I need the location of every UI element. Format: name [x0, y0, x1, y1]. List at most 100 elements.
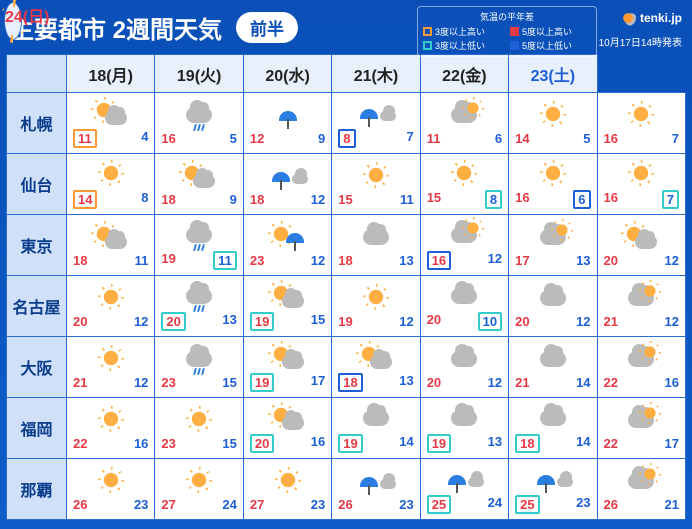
low-temp: 12 [399, 314, 413, 329]
forecast-cell: 21 12 [597, 276, 685, 337]
forecast-cell: 2010 [420, 276, 508, 337]
weather-icon [244, 402, 331, 434]
weather-icon [244, 465, 331, 497]
forecast-cell: 87 [332, 93, 420, 154]
legend: 気温の平年差 3度以上高い 5度以上高い 3度以上低い 5度以上低い [417, 6, 597, 57]
forecast-cell: 2012 [597, 215, 685, 276]
weather-icon [155, 343, 242, 375]
weather-icon [155, 219, 242, 251]
low-temp: 17 [665, 436, 679, 451]
low-temp: 13 [399, 253, 413, 268]
high-temp: 26 [73, 497, 87, 512]
weather-icon [421, 280, 508, 312]
forecast-cell: 2013 [155, 276, 243, 337]
forecast-cell: 2723 [243, 459, 331, 520]
high-temp: 14 [73, 190, 97, 209]
weather-icon [421, 402, 508, 434]
forecast-cell: 1612 [420, 215, 508, 276]
issued-time: 10月17日14時発表 [599, 34, 682, 49]
high-temp: 25 [427, 495, 451, 514]
high-temp: 18 [73, 253, 87, 268]
weather-icon [509, 343, 596, 375]
forecast-cell: 1812 [243, 154, 331, 215]
high-temp: 26 [338, 497, 352, 512]
weather-icon [332, 341, 419, 373]
forecast-cell: 14 8 [67, 154, 155, 215]
low-temp: 14 [399, 434, 413, 453]
legend-label: 5度以上高い [522, 25, 572, 38]
weather-icon [332, 465, 419, 497]
day-header: 23(土) [509, 55, 597, 93]
low-temp: 21 [665, 497, 679, 512]
weather-icon [244, 280, 331, 312]
high-temp: 18 [338, 253, 352, 268]
brand-logo-icon [620, 10, 636, 26]
high-temp: 18 [338, 373, 362, 392]
forecast-cell: 1917 [243, 337, 331, 398]
forecast-cell: 26 23 [332, 459, 420, 520]
weather-icon [155, 160, 242, 192]
weather-icon [509, 463, 596, 495]
weather-icon [67, 282, 154, 314]
high-temp: 21 [73, 375, 87, 390]
low-temp: 12 [665, 314, 679, 329]
low-temp: 13 [576, 253, 590, 268]
low-temp: 8 [141, 190, 148, 209]
weather-icon [421, 99, 508, 131]
forecast-cell: 2216 [67, 398, 155, 459]
day-header: 18(月) [67, 55, 155, 93]
high-temp: 18 [515, 434, 539, 453]
corner-cell [7, 55, 67, 93]
high-temp: 17 [515, 253, 529, 268]
low-temp: 12 [488, 251, 502, 270]
low-temp: 6 [573, 190, 590, 209]
low-temp: 6 [495, 131, 502, 146]
low-temp: 7 [662, 190, 679, 209]
low-temp: 11 [135, 253, 149, 268]
low-temp: 5 [230, 131, 237, 146]
weather-icon [244, 99, 331, 131]
forecast-widget: 主要都市 2週間天気 前半 気温の平年差 3度以上高い 5度以上高い 3度以上低… [0, 0, 692, 529]
high-temp: 27 [250, 497, 264, 512]
high-temp: 11 [73, 129, 97, 148]
forecast-cell: 166 [509, 154, 597, 215]
forecast-cell: 2012 [67, 276, 155, 337]
high-temp: 23 [250, 253, 264, 268]
weather-icon [598, 343, 685, 375]
forecast-cell: 1511 [332, 154, 420, 215]
legend-swatch-red [510, 27, 519, 36]
legend-swatch-orange [423, 27, 432, 36]
weather-icon [598, 221, 685, 253]
high-temp: 14 [515, 131, 529, 146]
weather-icon [244, 160, 331, 192]
weather-icon [155, 280, 242, 312]
weather-icon [598, 465, 685, 497]
low-temp: 23 [399, 497, 413, 512]
forecast-cell: 2724 [155, 459, 243, 520]
high-temp: 26 [604, 497, 618, 512]
high-temp: 19 [161, 251, 175, 270]
high-temp: 15 [427, 190, 441, 209]
weather-icon [332, 160, 419, 192]
forecast-cell: 2114 [509, 337, 597, 398]
high-temp: 21 [604, 314, 618, 329]
weather-icon [67, 97, 154, 129]
low-temp: 9 [230, 192, 237, 207]
low-temp: 4 [141, 129, 148, 148]
low-temp: 5 [583, 131, 590, 146]
forecast-cell: 2524 [420, 459, 508, 520]
high-temp: 20 [73, 314, 87, 329]
weather-icon [332, 221, 419, 253]
forecast-cell: 2315 [155, 337, 243, 398]
high-temp: 20 [515, 314, 529, 329]
high-temp: 21 [515, 375, 529, 390]
high-temp: 19 [338, 314, 352, 329]
forecast-cell: 2312 [243, 215, 331, 276]
low-temp: 24 [222, 497, 236, 512]
forecast-table: 18(月)19(火)20(水)21(木)22(金)23(土)24(日) 札幌11… [6, 54, 686, 520]
forecast-cell: 1811 [67, 215, 155, 276]
high-temp: 20 [427, 312, 441, 331]
weather-icon [598, 282, 685, 314]
forecast-cell: 167 [597, 154, 685, 215]
legend-swatch-cyan [423, 41, 432, 50]
